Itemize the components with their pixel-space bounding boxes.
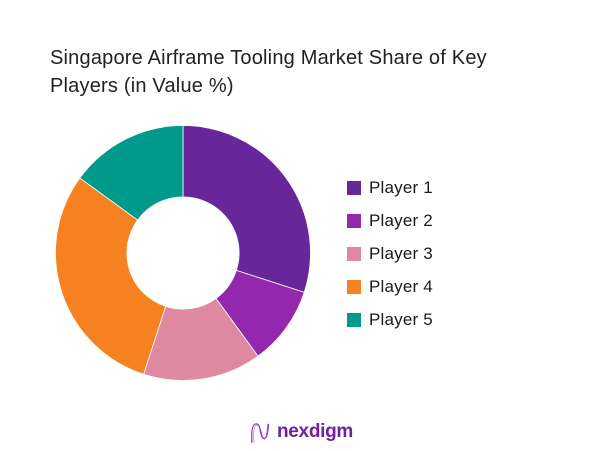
legend-item-player-5: Player 5 <box>347 309 433 330</box>
legend-swatch-player-4 <box>347 279 361 294</box>
legend: Player 1 Player 2 Player 3 Player 4 Play… <box>347 177 433 330</box>
legend-swatch-player-2 <box>347 213 361 228</box>
legend-label-player-2: Player 2 <box>369 210 433 230</box>
nexdigm-logo-text: nexdigm <box>276 421 354 442</box>
legend-label-player-1: Player 1 <box>369 177 433 197</box>
donut-chart <box>55 125 311 381</box>
page-title: Singapore Airframe Tooling Market Share … <box>50 44 550 100</box>
legend-swatch-player-1 <box>347 180 361 195</box>
page-title-line1: Singapore Airframe Tooling Market Share … <box>50 47 487 69</box>
legend-item-player-2: Player 2 <box>347 210 433 231</box>
donut-slice-player-4 <box>55 177 167 375</box>
donut-slice-player-5 <box>79 125 184 221</box>
legend-item-player-1: Player 1 <box>347 177 433 198</box>
legend-label-player-4: Player 4 <box>369 276 433 296</box>
legend-label-player-3: Player 3 <box>369 243 433 263</box>
nexdigm-n-wave-icon <box>251 423 270 443</box>
legend-item-player-3: Player 3 <box>347 243 433 264</box>
page-title-line2: Players (in Value %) <box>50 75 234 97</box>
brand-footer: nexdigm <box>0 419 602 445</box>
legend-label-player-5: Player 5 <box>369 309 433 329</box>
legend-item-player-4: Player 4 <box>347 276 433 297</box>
legend-swatch-player-3 <box>347 246 361 261</box>
donut-slice-player-1 <box>182 125 311 293</box>
legend-swatch-player-5 <box>347 312 361 327</box>
